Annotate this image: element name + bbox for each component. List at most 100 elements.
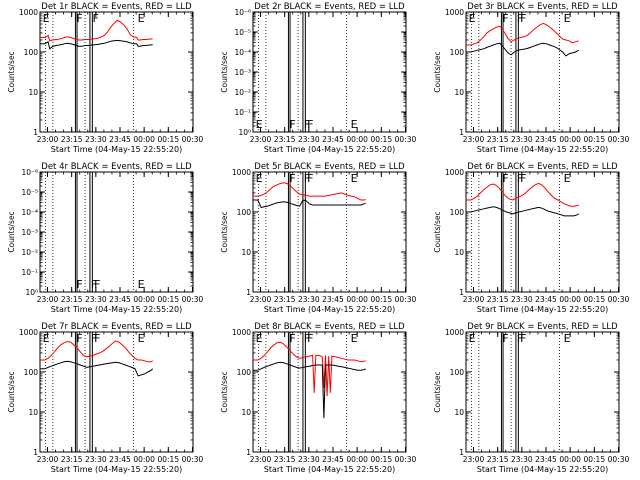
x-axis-label: Start Time (04-May-15 22:55:20) — [477, 305, 608, 314]
y-tick-label: 100 — [237, 368, 252, 377]
marker-letter-e: E — [138, 332, 145, 345]
y-tick-label: 1 — [246, 288, 251, 297]
y-tick-label: 1000 — [19, 328, 38, 337]
y-tick-label: 1 — [459, 448, 464, 457]
x-tick-label: 00:00 — [346, 455, 368, 464]
y-tick-label: 10 — [241, 408, 251, 417]
y-tick-label: 10⁻³ — [234, 68, 251, 77]
y-axis-label: Counts/sec — [220, 371, 229, 412]
x-tick-label: 00:00 — [133, 135, 155, 144]
y-tick-label: 10⁻¹ — [234, 108, 251, 117]
marker-letter-f: F — [304, 172, 310, 185]
x-tick-label: 00:30 — [395, 135, 417, 144]
marker-letter-e: E — [256, 172, 263, 185]
x-tick-label: 23:00 — [37, 135, 59, 144]
x-tick-label: 23:15 — [487, 455, 509, 464]
series-line-events — [40, 360, 154, 377]
x-tick-label: 23:45 — [109, 295, 131, 304]
x-tick-label: 23:45 — [535, 135, 557, 144]
panel-3: Det 3r BLACK = Events, RED = LLD 1 10 100 10… — [433, 2, 629, 154]
x-tick-label: 00:00 — [133, 455, 155, 464]
y-axis-label: Counts/sec — [7, 211, 16, 252]
series-line-lld — [40, 340, 153, 363]
plot-frame — [39, 331, 194, 453]
x-tick-label: 00:00 — [346, 135, 368, 144]
marker-letter-f: F — [517, 12, 523, 25]
x-tick-label: 23:00 — [250, 455, 272, 464]
y-axis-label: Counts/sec — [433, 371, 442, 412]
plot-frame — [39, 11, 194, 133]
x-tick-label: 00:00 — [559, 295, 581, 304]
x-tick-label: 23:15 — [487, 295, 509, 304]
x-tick-label: 23:30 — [511, 295, 533, 304]
panel-title: Det 4r BLACK = Events, RED = LLD — [41, 162, 192, 172]
x-tick-label: 00:30 — [608, 135, 630, 144]
y-tick-label: 1000 — [232, 328, 251, 337]
marker-letter-f: F — [91, 278, 97, 291]
marker-letter-f: F — [76, 12, 82, 25]
marker-letter-f: F — [93, 12, 99, 25]
marker-letter-f: F — [517, 332, 523, 345]
panel-title: Det 8r BLACK = Events, RED = LLD — [254, 322, 405, 332]
panel-4: Det 4r BLACK = Events, RED = LLD 10⁰ 10⁻¹ 1… — [7, 162, 203, 314]
y-tick-label: 10 — [241, 248, 251, 257]
x-tick-label: 23:45 — [109, 135, 131, 144]
marker-letter-f: F — [502, 172, 508, 185]
y-tick-label: 100 — [237, 208, 252, 217]
y-tick-label: 10⁻⁵ — [21, 188, 38, 197]
y-tick-label: 10⁻⁶ — [21, 168, 38, 177]
x-tick-label: 23:15 — [61, 135, 83, 144]
marker-letter-f: F — [520, 172, 526, 185]
marker-letter-e: E — [469, 12, 476, 25]
x-tick-label: 00:00 — [559, 135, 581, 144]
x-tick-label: 00:15 — [370, 455, 392, 464]
series-line-events — [253, 199, 366, 208]
panel-title: Det 3r BLACK = Events, RED = LLD — [467, 2, 618, 12]
plot-frame — [252, 331, 407, 453]
x-tick-label: 00:15 — [370, 135, 392, 144]
y-tick-label: 10⁻⁴ — [234, 48, 251, 57]
panel-1: Det 1r BLACK = Events, RED = LLD 1 10 100 10… — [7, 2, 203, 154]
x-tick-label: 23:00 — [463, 295, 485, 304]
y-tick-label: 10⁻⁵ — [234, 28, 251, 37]
x-tick-label: 23:00 — [250, 295, 272, 304]
plot-frame — [465, 171, 620, 293]
panel-8: Det 8r BLACK = Events, RED = LLD 1 10 100 10… — [220, 322, 416, 474]
x-tick-label: 00:15 — [583, 295, 605, 304]
x-tick-label: 23:45 — [322, 295, 344, 304]
x-tick-label: 23:00 — [463, 135, 485, 144]
marker-letter-e: E — [256, 332, 263, 345]
y-tick-label: 10⁻⁴ — [21, 208, 38, 217]
series-line-lld — [40, 19, 153, 42]
x-tick-label: 23:00 — [250, 135, 272, 144]
y-tick-label: 10⁻⁶ — [234, 8, 251, 17]
panel-title: Det 9r BLACK = Events, RED = LLD — [467, 322, 618, 332]
marker-letter-f: F — [94, 278, 100, 291]
y-tick-label: 10⁰ — [25, 288, 38, 297]
series-line-lld — [466, 182, 579, 207]
y-tick-label: 100 — [24, 368, 39, 377]
marker-letter-e: E — [43, 12, 50, 25]
marker-letter-f: F — [289, 172, 295, 185]
y-tick-label: 10 — [454, 248, 464, 257]
panel-6: Det 6r BLACK = Events, RED = LLD 1 10 100 10… — [433, 162, 629, 314]
x-tick-label: 23:45 — [322, 135, 344, 144]
x-tick-label: 23:30 — [85, 295, 107, 304]
y-tick-label: 10⁻² — [234, 88, 251, 97]
marker-letter-e: E — [351, 172, 358, 185]
y-tick-label: 100 — [450, 368, 465, 377]
y-tick-label: 1000 — [445, 168, 464, 177]
x-tick-label: 23:45 — [109, 455, 131, 464]
panel-title: Det 7r BLACK = Events, RED = LLD — [41, 322, 192, 332]
y-tick-label: 1000 — [19, 8, 38, 17]
x-axis-label: Start Time (04-May-15 22:55:20) — [477, 465, 608, 474]
y-tick-label: 1 — [459, 128, 464, 137]
marker-letter-f: F — [304, 332, 310, 345]
series-line-events — [40, 39, 153, 50]
x-axis-label: Start Time (04-May-15 22:55:20) — [51, 465, 182, 474]
panel-title: Det 2r BLACK = Events, RED = LLD — [254, 2, 405, 12]
x-tick-label: 23:30 — [85, 455, 107, 464]
series-line-events — [253, 361, 366, 419]
y-tick-label: 1 — [33, 448, 38, 457]
